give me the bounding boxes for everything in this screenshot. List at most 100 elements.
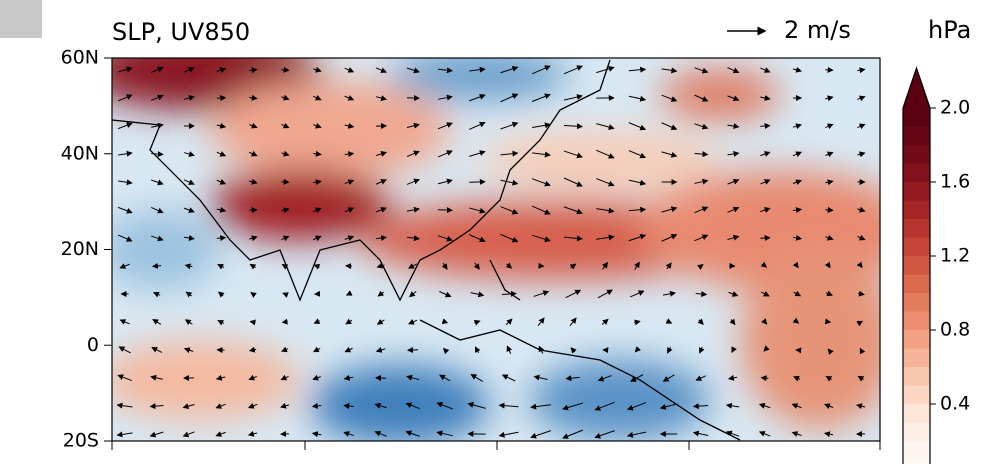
wind-arrow xyxy=(694,94,709,102)
wind-arrow xyxy=(692,403,709,410)
wind-arrow xyxy=(467,402,486,409)
wind-arrow xyxy=(215,374,226,381)
wind-arrow xyxy=(531,65,551,75)
colorbar-unit: hPa xyxy=(928,16,971,44)
wind-arrow xyxy=(312,374,321,381)
wind-arrow xyxy=(694,151,709,158)
wind-arrow xyxy=(116,402,133,409)
wind-arrow xyxy=(217,320,225,326)
wind-arrow xyxy=(406,67,420,74)
wind-arrow xyxy=(825,234,834,241)
wind-arrow xyxy=(601,318,609,325)
wind-arrow xyxy=(661,234,678,242)
colorbar-band xyxy=(903,219,930,238)
colorbar-band xyxy=(903,256,930,275)
wind-arrow xyxy=(533,374,548,381)
wind-arrow xyxy=(630,290,645,298)
wind-arrow xyxy=(594,430,615,439)
lat-tick-label: 40N xyxy=(61,142,99,164)
wind-arrow xyxy=(217,264,225,270)
wind-arrow xyxy=(152,291,161,298)
colorbar-band xyxy=(903,404,930,423)
colorbar-band xyxy=(903,367,930,386)
wind-arrow xyxy=(343,374,354,381)
wind-arrow xyxy=(760,261,768,268)
wind-arrow xyxy=(596,149,615,159)
wind-arrow xyxy=(216,179,227,185)
colorbar-band xyxy=(903,182,930,201)
wind-arrow xyxy=(628,233,647,242)
wind-arrow xyxy=(825,179,834,186)
wind-arrow xyxy=(344,95,355,101)
wind-arrow xyxy=(149,403,164,410)
wind-arrow xyxy=(792,261,799,269)
wind-arrow xyxy=(150,374,163,381)
wind-arrow xyxy=(216,235,227,242)
wind-arrow xyxy=(118,66,133,73)
wind-arrow xyxy=(439,291,452,298)
wind-arrow xyxy=(437,178,453,185)
wind-arrow xyxy=(249,319,256,326)
wind-arrow xyxy=(634,346,641,353)
wind-arrow xyxy=(596,207,615,214)
wind-arrow xyxy=(500,93,519,103)
wind-arrow xyxy=(596,65,615,74)
wind-arrow xyxy=(727,150,740,157)
wind-arrow xyxy=(859,347,866,355)
wind-arrow xyxy=(439,374,451,382)
wind-arrow xyxy=(248,346,257,353)
wind-arrow xyxy=(563,94,583,101)
map-field xyxy=(112,58,880,441)
colorbar-band xyxy=(903,163,930,182)
wind-arrow xyxy=(694,206,709,214)
wind-arrow xyxy=(215,431,226,437)
wind-arrow xyxy=(345,318,353,325)
colorbar-band xyxy=(903,126,930,145)
wind-arrow xyxy=(792,66,802,73)
wind-arrow xyxy=(857,67,866,74)
wind-arrow xyxy=(792,179,802,186)
wind-arrow xyxy=(793,290,802,297)
wind-arrow xyxy=(344,179,355,185)
wind-arrow xyxy=(760,123,771,130)
wind-arrow xyxy=(532,151,551,158)
colorbar-band xyxy=(903,237,930,256)
colorbar-band xyxy=(903,330,930,349)
wind-arrow xyxy=(313,66,322,73)
wind-arrow xyxy=(118,179,133,186)
wind-arrow xyxy=(502,290,517,297)
wind-arrow xyxy=(500,65,519,74)
wind-arrow xyxy=(760,151,771,157)
wind-arrow xyxy=(569,317,577,327)
wind-arrow xyxy=(856,261,863,269)
wind-arrow xyxy=(628,122,647,131)
colorbar-band xyxy=(903,311,930,330)
wind-arrow xyxy=(249,122,258,129)
wind-arrow xyxy=(501,374,516,382)
wind-arrow xyxy=(569,263,577,270)
wind-arrow xyxy=(727,206,740,213)
wind-arrow xyxy=(470,374,483,382)
wind-arrow xyxy=(857,234,866,241)
colorbar-tick-label: 0.8 xyxy=(940,319,970,341)
wind-arrow xyxy=(185,291,193,298)
colorbar-band xyxy=(903,459,930,464)
wind-arrow xyxy=(665,318,673,324)
wind-arrow xyxy=(500,150,519,157)
wind-arrow xyxy=(727,178,740,185)
wind-arrow xyxy=(825,123,834,130)
wind-arrow xyxy=(565,375,580,382)
wind-arrow xyxy=(530,430,552,439)
wind-arrow xyxy=(857,123,866,130)
wind-arrow xyxy=(500,233,519,243)
wind-arrow xyxy=(661,206,678,213)
wind-arrow xyxy=(313,207,322,214)
wind-arrow xyxy=(791,431,802,437)
wind-arrow xyxy=(792,317,800,324)
wind-arrow xyxy=(249,178,258,185)
wind-arrow xyxy=(792,207,803,214)
colorbar-extension xyxy=(903,68,930,108)
wind-arrow xyxy=(344,207,355,213)
wind-arrow xyxy=(281,346,289,353)
wind-arrow xyxy=(857,290,865,297)
